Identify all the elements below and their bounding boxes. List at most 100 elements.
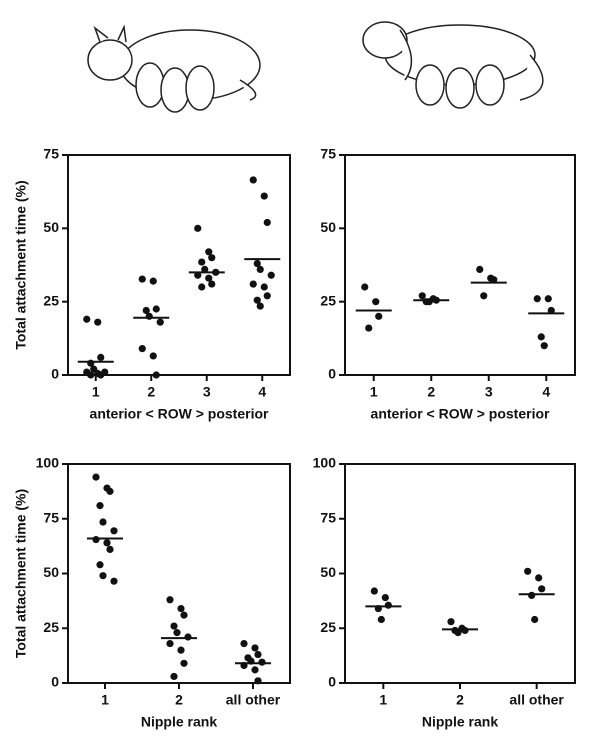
- data-point: [454, 629, 462, 637]
- data-point: [198, 283, 206, 291]
- x-tick-label: all other: [226, 692, 281, 708]
- y-tick-label: 75: [43, 509, 59, 525]
- data-point: [447, 618, 455, 626]
- data-point: [260, 192, 268, 200]
- data-point: [106, 487, 114, 495]
- data-point: [253, 259, 261, 268]
- data-point: [370, 587, 378, 595]
- data-point: [96, 502, 104, 510]
- data-point: [208, 280, 216, 288]
- data-point: [381, 593, 389, 602]
- data-point: [240, 639, 248, 648]
- x-tick-label: 2: [147, 384, 155, 400]
- data-point: [377, 615, 385, 624]
- data-point: [166, 639, 174, 648]
- data-point: [384, 601, 392, 609]
- data-point: [251, 644, 259, 652]
- data-point: [198, 258, 206, 266]
- x-tick-label: 1: [92, 384, 100, 400]
- plot-frame: [67, 154, 291, 376]
- y-tick-label: 100: [36, 455, 60, 471]
- data-point: [110, 577, 118, 585]
- data-point: [249, 176, 257, 184]
- data-point: [476, 265, 484, 273]
- data-point: [97, 353, 105, 361]
- data-point: [142, 306, 150, 315]
- data-point: [524, 567, 532, 575]
- x-axis-label: Nipple rank: [422, 714, 498, 730]
- data-point: [260, 283, 268, 291]
- data-point: [490, 276, 498, 284]
- data-point: [375, 312, 383, 320]
- data-point: [256, 265, 264, 273]
- data-point: [531, 615, 539, 624]
- data-point: [110, 527, 118, 535]
- data-point: [152, 371, 160, 379]
- data-point: [256, 302, 264, 310]
- data-point: [92, 535, 100, 544]
- x-axis-label: Nipple rank: [141, 714, 217, 730]
- y-tick-label: 50: [43, 564, 59, 580]
- data-point: [170, 622, 178, 630]
- x-tick-label: 3: [203, 384, 211, 400]
- plot-frame: [344, 154, 576, 376]
- data-point: [152, 305, 160, 313]
- y-tick-label: 25: [43, 619, 59, 635]
- x-tick-label: 2: [427, 384, 435, 400]
- x-tick-label: 2: [175, 692, 183, 708]
- data-point: [205, 274, 213, 282]
- plot-frame: [344, 463, 576, 684]
- data-point: [194, 271, 202, 279]
- data-point: [528, 591, 536, 600]
- data-point: [461, 626, 469, 635]
- data-point: [99, 572, 107, 580]
- data-point: [97, 371, 105, 379]
- y-tick-label: 0: [328, 674, 336, 690]
- data-point: [94, 318, 102, 326]
- data-point: [99, 518, 107, 526]
- data-point: [184, 633, 192, 641]
- data-point: [537, 333, 545, 341]
- data-point: [361, 283, 369, 291]
- data-point: [208, 254, 216, 262]
- y-tick-label: 0: [51, 674, 59, 690]
- data-point: [92, 473, 100, 481]
- data-point: [425, 298, 433, 306]
- data-point: [180, 611, 188, 619]
- data-point: [249, 280, 257, 288]
- data-point: [418, 292, 426, 300]
- data-point: [166, 596, 174, 604]
- data-point: [145, 312, 153, 320]
- data-point: [538, 585, 546, 593]
- data-point: [533, 295, 541, 303]
- data-point: [83, 315, 91, 323]
- y-tick-label: 50: [320, 219, 336, 235]
- data-point: [96, 561, 104, 569]
- data-point: [547, 306, 555, 315]
- x-tick-label: 1: [101, 692, 109, 708]
- x-tick-label: 1: [370, 384, 378, 400]
- x-tick-label: all other: [509, 692, 564, 708]
- x-tick-label: 4: [258, 384, 266, 400]
- data-point: [480, 292, 488, 300]
- data-point: [540, 342, 548, 350]
- data-point: [103, 539, 111, 547]
- y-tick-label: 25: [320, 292, 336, 308]
- y-tick-label: 50: [320, 564, 336, 580]
- data-point: [173, 629, 181, 637]
- data-point: [263, 218, 271, 227]
- cat-drawing: [87, 24, 261, 113]
- data-point: [372, 298, 380, 306]
- data-point: [254, 650, 262, 659]
- data-point: [138, 345, 146, 353]
- x-tick-label: 3: [485, 384, 493, 400]
- data-point: [251, 666, 259, 674]
- data-point: [177, 604, 185, 613]
- x-tick-label: 1: [379, 692, 387, 708]
- data-point: [365, 324, 373, 332]
- y-tick-label: 0: [328, 366, 336, 382]
- y-axis-label: Total attachment time (%): [13, 489, 29, 658]
- data-point: [544, 295, 552, 303]
- y-tick-label: 75: [320, 146, 336, 162]
- x-tick-label: 2: [456, 692, 464, 708]
